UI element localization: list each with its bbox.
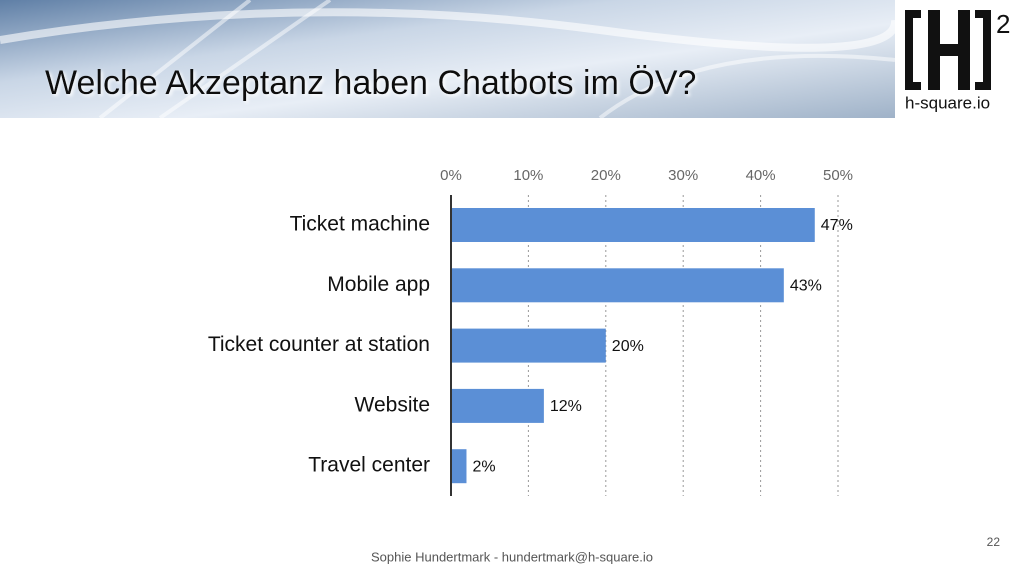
y-tick-label: Ticket counter at station bbox=[208, 333, 430, 356]
logo: 2 h-square.io bbox=[905, 9, 1010, 112]
logo-h bbox=[940, 44, 958, 56]
logo-text: h-square.io bbox=[905, 93, 990, 112]
y-tick-label: Travel center bbox=[308, 454, 430, 477]
header-decoration bbox=[98, 0, 896, 120]
logo-bracket bbox=[905, 10, 921, 18]
bar bbox=[451, 208, 815, 242]
bar bbox=[451, 268, 784, 303]
value-label: 2% bbox=[472, 458, 495, 475]
y-tick-label: Mobile app bbox=[327, 273, 430, 296]
x-tick-label: 40% bbox=[746, 167, 776, 184]
x-tick-label: 20% bbox=[591, 167, 621, 184]
x-tick-label: 30% bbox=[668, 167, 698, 184]
page-number: 22 bbox=[987, 535, 1001, 549]
x-tick-label: 10% bbox=[513, 167, 543, 184]
bar bbox=[451, 388, 544, 423]
logo-bracket bbox=[983, 10, 991, 90]
value-label: 43% bbox=[790, 278, 822, 295]
header-decoration bbox=[0, 8, 900, 52]
logo-bracket bbox=[905, 10, 913, 90]
x-tick-label: 0% bbox=[440, 167, 462, 184]
logo-h bbox=[958, 10, 970, 90]
value-label: 20% bbox=[612, 338, 644, 355]
y-tick-label: Website bbox=[355, 393, 430, 416]
x-tick-label: 50% bbox=[823, 167, 853, 184]
bar bbox=[451, 328, 606, 363]
logo-sup: 2 bbox=[996, 9, 1010, 39]
value-label: 47% bbox=[821, 217, 853, 234]
bar bbox=[451, 449, 467, 484]
slide-title: Welche Akzeptanz haben Chatbots im ÖV? bbox=[45, 64, 696, 102]
footer: Sophie Hundertmark - hundertmark@h-squar… bbox=[371, 549, 653, 564]
logo-bracket bbox=[905, 82, 921, 90]
value-label: 12% bbox=[550, 398, 582, 415]
logo-bracket bbox=[975, 10, 991, 18]
logo-h bbox=[928, 10, 940, 90]
logo-bracket bbox=[975, 82, 991, 90]
y-tick-label: Ticket machine bbox=[290, 213, 430, 236]
